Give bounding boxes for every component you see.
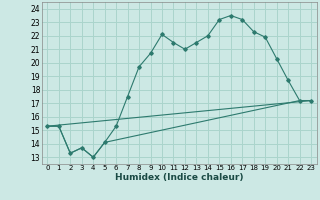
X-axis label: Humidex (Indice chaleur): Humidex (Indice chaleur)	[115, 173, 244, 182]
